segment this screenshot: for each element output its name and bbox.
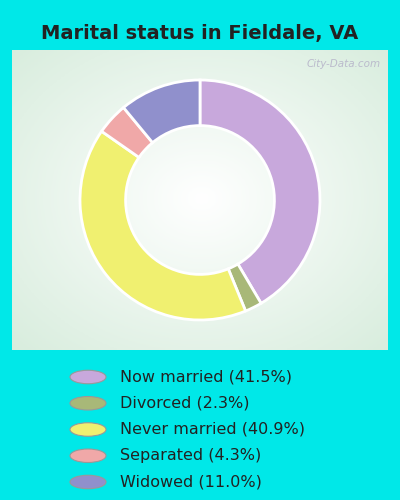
Text: City-Data.com: City-Data.com xyxy=(306,59,380,69)
Circle shape xyxy=(70,396,106,410)
Wedge shape xyxy=(124,80,200,142)
Wedge shape xyxy=(80,132,246,320)
Wedge shape xyxy=(102,108,152,158)
Circle shape xyxy=(70,449,106,462)
Circle shape xyxy=(70,370,106,384)
Text: Marital status in Fieldale, VA: Marital status in Fieldale, VA xyxy=(41,24,359,42)
Text: Divorced (2.3%): Divorced (2.3%) xyxy=(120,396,250,411)
Circle shape xyxy=(70,423,106,436)
Wedge shape xyxy=(200,80,320,304)
Circle shape xyxy=(70,475,106,489)
Text: Never married (40.9%): Never married (40.9%) xyxy=(120,422,305,437)
Text: Now married (41.5%): Now married (41.5%) xyxy=(120,370,292,384)
Text: Widowed (11.0%): Widowed (11.0%) xyxy=(120,474,262,490)
Text: Separated (4.3%): Separated (4.3%) xyxy=(120,448,261,463)
Wedge shape xyxy=(228,264,261,311)
